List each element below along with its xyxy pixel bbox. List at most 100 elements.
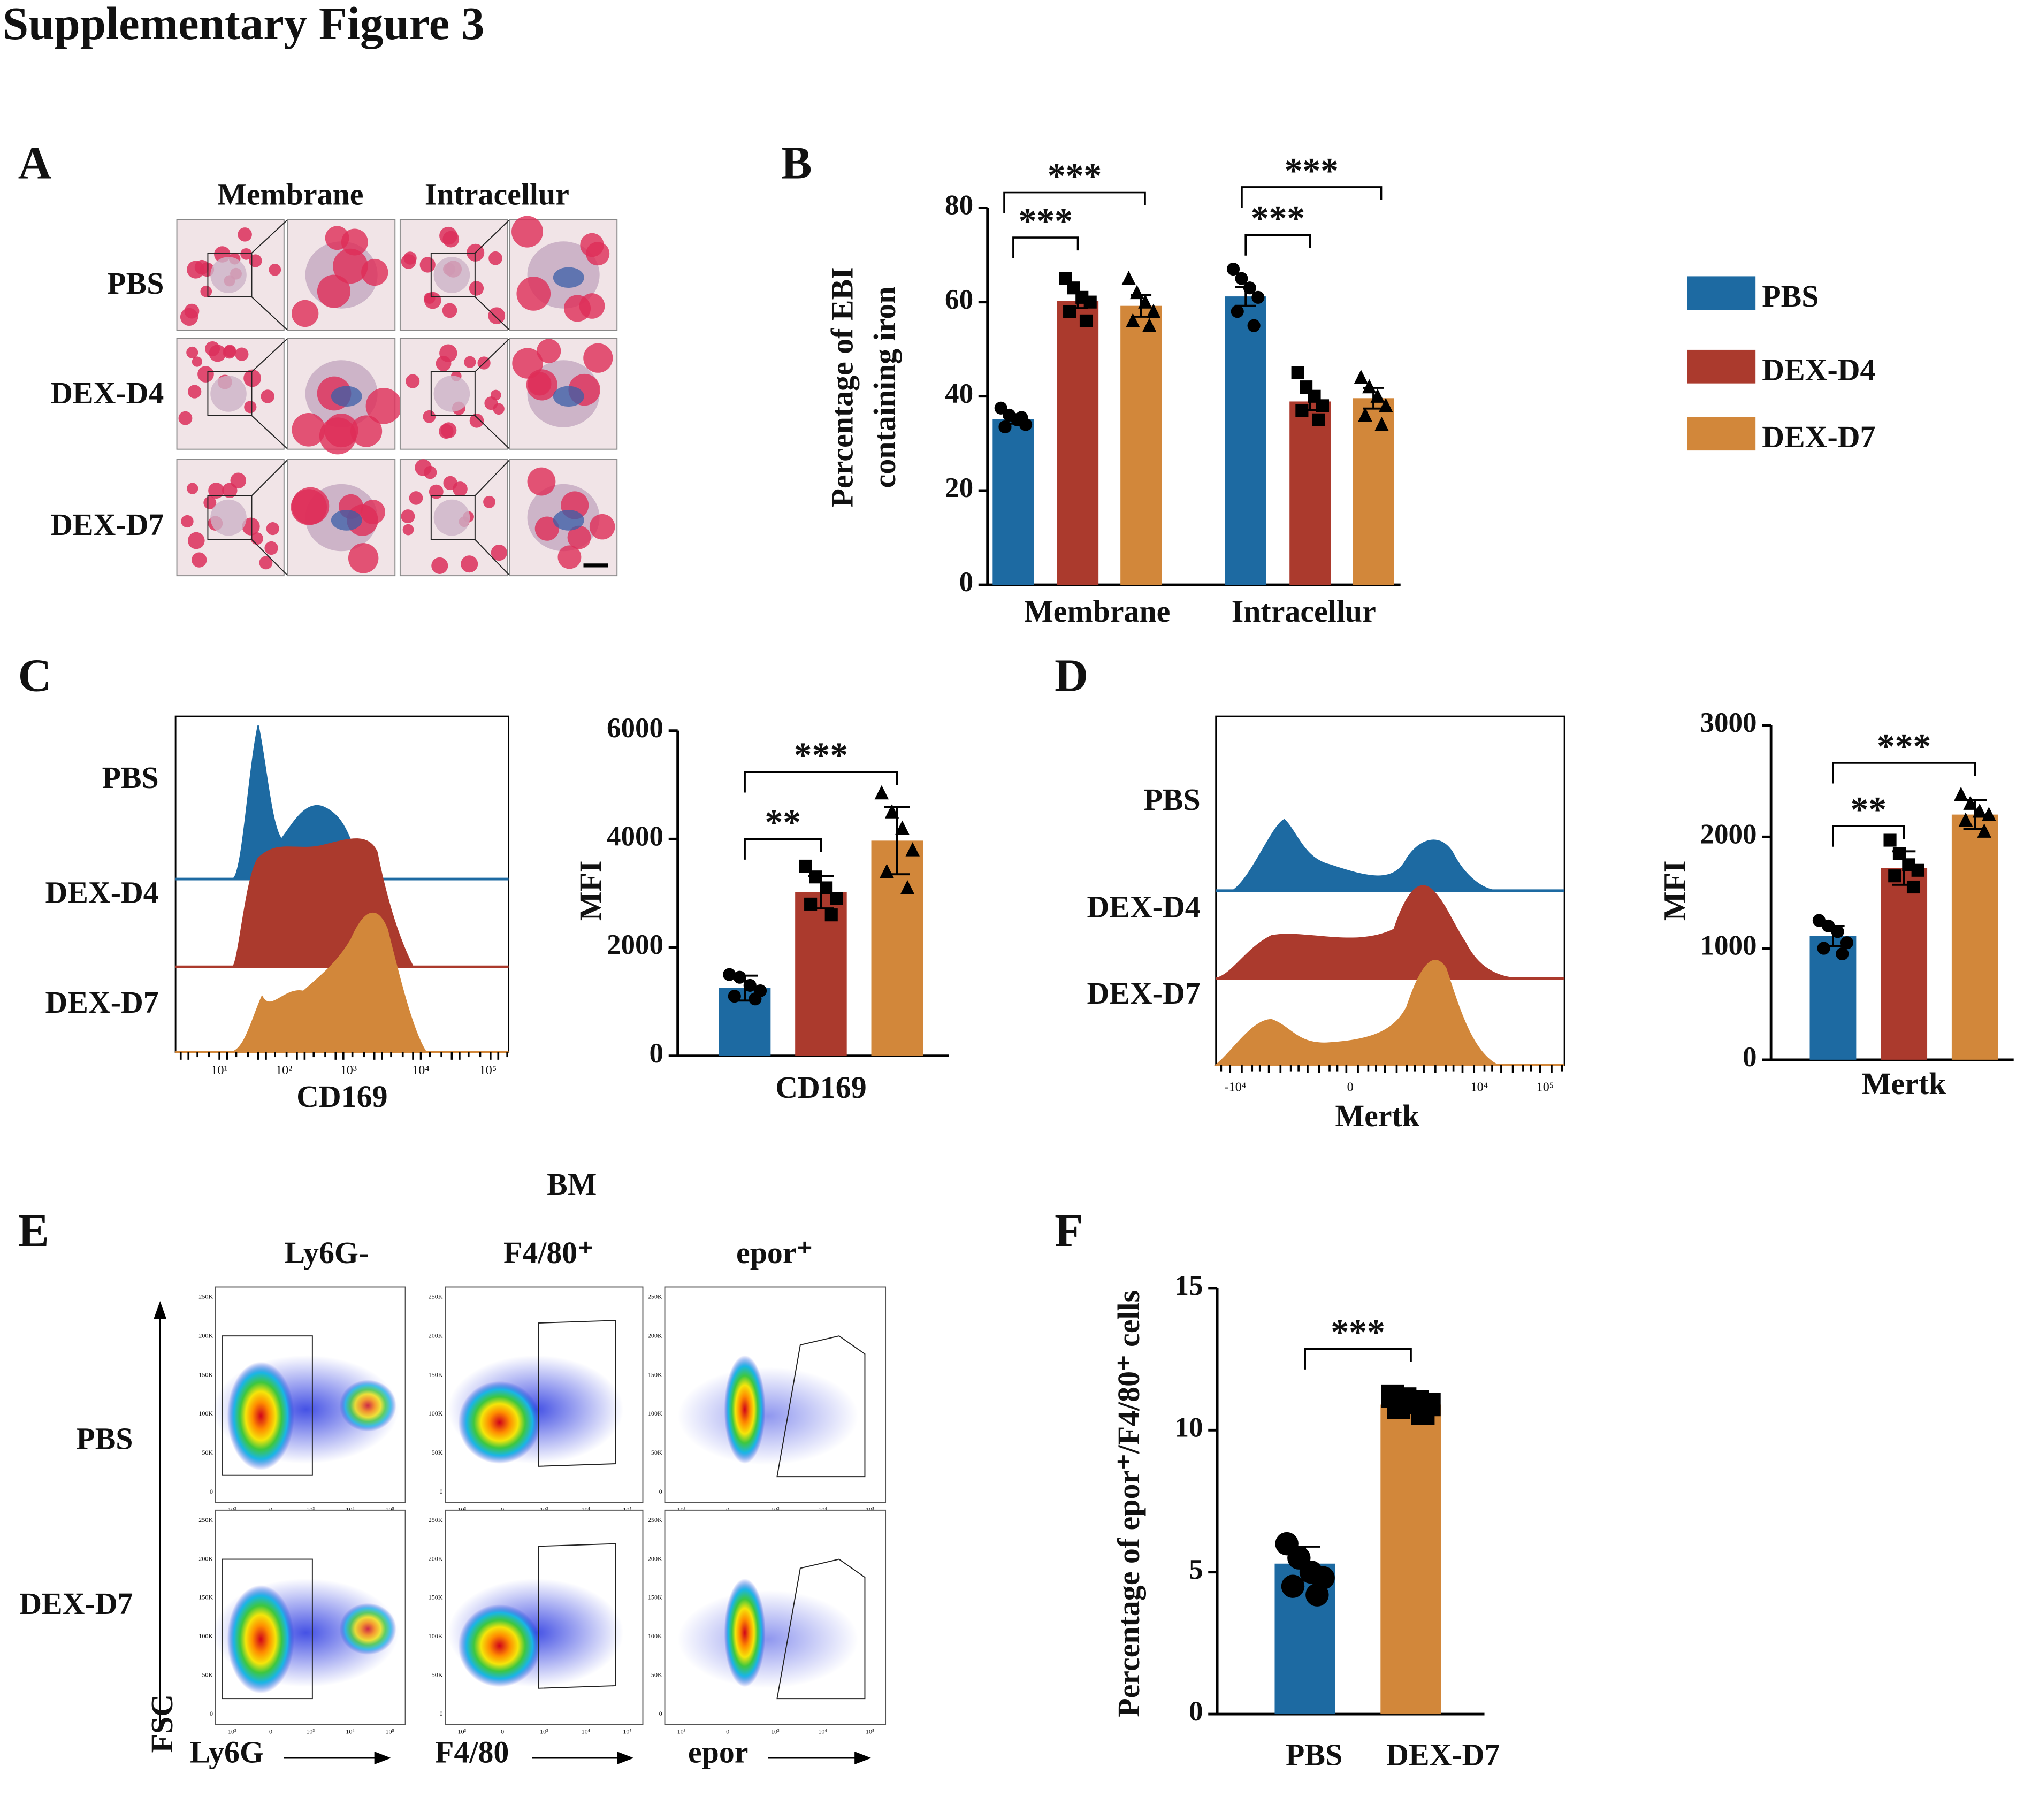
y-axis-label: FSC (144, 1694, 179, 1753)
cell (361, 258, 388, 286)
flow-x-tick-label: 10⁴ (582, 1728, 590, 1735)
significance-bracket (744, 838, 822, 860)
bar (1289, 401, 1331, 585)
zoom-line (251, 415, 288, 450)
x-axis-label: Ly6G (190, 1735, 264, 1770)
cell (244, 401, 257, 414)
zoom-line (251, 338, 288, 372)
data-point (1958, 812, 1973, 827)
bar (795, 892, 847, 1056)
flow-y-tick-label: 250K (429, 1516, 443, 1524)
flow-y-tick-label: 250K (198, 1293, 213, 1301)
flow-density (227, 1362, 295, 1471)
cell (264, 541, 278, 555)
data-point (830, 892, 843, 905)
x-tick-label: 10⁵ (1537, 1080, 1554, 1094)
y-tick-label: 2000 (1700, 819, 1756, 850)
flow-density (458, 1381, 541, 1464)
flow-x-tick-label: 0 (501, 1506, 504, 1513)
iron-stain (553, 386, 584, 407)
flow-y-tick-label: 0 (210, 1710, 213, 1717)
data-point (1231, 305, 1244, 318)
macrophage (210, 376, 247, 412)
inset-box (430, 371, 476, 416)
significance-label: *** (1048, 156, 1102, 196)
cell (469, 414, 484, 428)
data-point (1836, 947, 1849, 961)
column-label: Intracellur (425, 177, 569, 212)
cell (186, 346, 198, 358)
macrophage (433, 257, 470, 293)
cell (269, 263, 281, 276)
cell (319, 417, 356, 455)
panel-label: D (1055, 649, 1088, 701)
group-label: PBS (102, 760, 159, 795)
significance-label: *** (1019, 201, 1073, 241)
y-tick-label: 0 (1189, 1696, 1203, 1727)
cell (567, 525, 591, 549)
flow-y-tick-label: 100K (198, 1632, 213, 1640)
y-axis-label: MFI (1658, 861, 1692, 921)
x-tick-label: Membrane (1024, 594, 1170, 629)
data-point (1817, 942, 1830, 955)
zoom-line (251, 296, 288, 331)
data-point (998, 420, 1012, 434)
data-point (1121, 271, 1136, 285)
y-tick-label: 60 (945, 284, 973, 315)
data-point (749, 992, 762, 1006)
data-point (1142, 318, 1157, 332)
flow-y-tick-label: 150K (198, 1371, 213, 1378)
histogram-curve (1214, 960, 1498, 1066)
cell (325, 226, 349, 250)
x-tick-label: -10⁴ (1225, 1080, 1247, 1094)
flow-density (724, 1578, 766, 1687)
cell (423, 410, 436, 423)
histogram-curve (1216, 885, 1517, 980)
cell (424, 292, 441, 309)
cell (192, 356, 203, 367)
row-label: PBS (76, 1421, 133, 1456)
flow-x-tick-label: -10³ (226, 1728, 236, 1735)
y-tick-label: 20 (945, 472, 973, 503)
cell (240, 248, 252, 260)
zoom-line (251, 459, 288, 496)
data-point (1812, 914, 1826, 927)
flow-y-tick-label: 0 (440, 1710, 443, 1717)
cell (243, 369, 261, 387)
flow-x-tick-label: 10³ (771, 1728, 780, 1735)
y-tick-label: 6000 (607, 713, 663, 744)
cell (464, 356, 476, 368)
cell (188, 385, 202, 399)
flow-x-tick-label: -10³ (455, 1728, 466, 1735)
flow-x-tick-label: 10⁵ (866, 1728, 874, 1735)
data-point (884, 804, 899, 819)
flow-y-tick-label: 0 (440, 1488, 443, 1495)
iron-stain (553, 267, 584, 288)
flow-x-tick-label: -10³ (675, 1728, 686, 1735)
inset-box (207, 495, 253, 540)
flow-y-tick-label: 200K (648, 1555, 662, 1562)
panel-label: B (781, 137, 812, 189)
row-label: PBS (107, 266, 164, 301)
panel-label: F (1055, 1205, 1083, 1256)
row-label: DEX-D7 (19, 1586, 133, 1621)
cell (250, 532, 264, 545)
column-label: Membrane (217, 177, 363, 212)
flow-y-tick-label: 50K (432, 1671, 443, 1678)
zoom-line (251, 539, 288, 576)
panel-label: E (18, 1205, 49, 1256)
data-point (1291, 366, 1304, 379)
column-label: epor⁺ (736, 1235, 813, 1270)
data-point (733, 970, 746, 984)
inset-box (207, 253, 253, 297)
x-tick-label: PBS (1286, 1737, 1342, 1772)
flow-x-tick-label: 10⁵ (623, 1728, 631, 1735)
flow-y-tick-label: 100K (648, 1410, 662, 1417)
cell (266, 522, 279, 536)
cell (589, 514, 615, 540)
flow-density (677, 1590, 859, 1688)
y-tick-label: 5 (1189, 1554, 1203, 1585)
histogram-curve (232, 912, 427, 1053)
bar (871, 840, 923, 1056)
